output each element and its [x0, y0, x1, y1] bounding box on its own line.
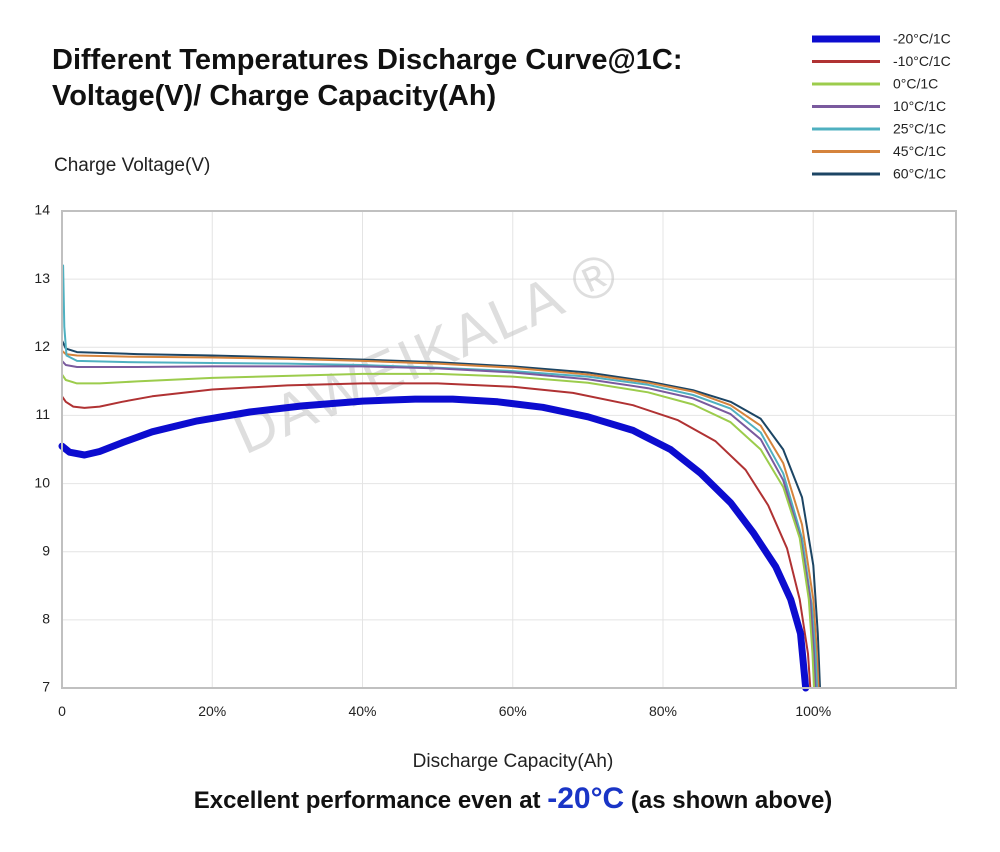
- legend-label: 60°C/1C: [893, 166, 946, 182]
- y-tick-label: 8: [42, 611, 50, 627]
- series-lines: [58, 264, 821, 692]
- y-tick-label: 7: [42, 679, 50, 695]
- y-axis-label: Charge Voltage(V): [54, 155, 211, 176]
- chart-title-line-1: Different Temperatures Discharge Curve@1…: [52, 44, 683, 76]
- x-tick-label: 20%: [198, 703, 226, 719]
- chart-title: Different Temperatures Discharge Curve@1…: [52, 42, 682, 114]
- series-line: [61, 264, 818, 689]
- series-line: [61, 349, 820, 689]
- series-line: [58, 395, 810, 692]
- x-tick-label: 60%: [499, 703, 527, 719]
- series-line: [61, 372, 815, 689]
- y-tick-label: 11: [35, 406, 50, 422]
- footer-suffix: (as shown above): [624, 787, 833, 814]
- series-line: [61, 339, 821, 689]
- footer-prefix: Excellent performance even at: [193, 787, 548, 814]
- y-tick-label: 10: [34, 474, 50, 490]
- y-tick-labels: 7 8 9 10 11 12 13 14: [34, 202, 50, 695]
- plot-frame: [61, 210, 957, 689]
- legend-label: 45°C/1C: [893, 143, 946, 159]
- y-tick-label: 9: [42, 542, 50, 558]
- legend-label: 10°C/1C: [893, 98, 946, 114]
- footer-highlight: -20°C: [547, 782, 625, 815]
- x-tick-label: 80%: [649, 703, 677, 719]
- x-tick-label: 40%: [348, 703, 376, 719]
- series-line: [61, 382, 812, 689]
- legend: -20°C/1C -10°C/1C 0°C/1C 10°C/1C 25°C/1C 45°C…: [812, 31, 951, 182]
- chart-title-line-2: Voltage(V)/ Charge Capacity(Ah): [52, 80, 497, 112]
- x-tick-labels: 0 20% 40% 60% 80% 100%: [58, 703, 831, 719]
- x-axis-label: Discharge Capacity(Ah): [412, 751, 614, 772]
- x-tick-label: 100%: [795, 703, 831, 719]
- grid: [62, 211, 956, 688]
- legend-label: 0°C/1C: [893, 76, 938, 92]
- footer-caption: Excellent performance even at -20°C (as …: [0, 782, 1000, 816]
- y-tick-label: 14: [34, 202, 50, 218]
- y-tick-label: 13: [34, 270, 50, 286]
- x-tick-label: 0: [58, 703, 66, 719]
- y-tick-label: 12: [34, 338, 50, 354]
- legend-label: -10°C/1C: [893, 53, 951, 69]
- legend-label: -20°C/1C: [893, 31, 951, 47]
- watermark-text: DAWEIKALA ®: [224, 239, 629, 467]
- legend-label: 25°C/1C: [893, 121, 946, 137]
